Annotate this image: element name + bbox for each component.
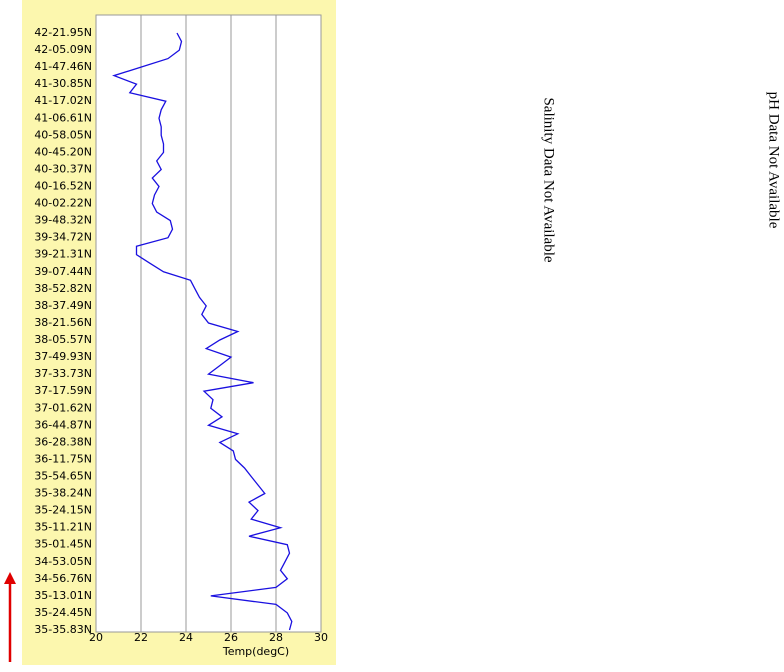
y-tick-label: 37-33.73N — [34, 367, 92, 380]
y-tick-label: 42-21.95N — [34, 26, 92, 39]
y-tick-label: 37-17.59N — [34, 384, 92, 397]
y-tick-label: 36-44.87N — [34, 418, 92, 431]
y-tick-label: 36-28.38N — [34, 435, 92, 448]
y-tick-label: 35-38.24N — [34, 487, 92, 500]
arrow-head — [4, 572, 16, 584]
y-tick-label: 41-47.46N — [34, 60, 92, 73]
x-tick-label: 26 — [224, 631, 238, 644]
x-tick-label: 30 — [314, 631, 328, 644]
ph-note: pH Data Not Available — [766, 92, 782, 229]
y-tick-label: 40-45.20N — [34, 145, 92, 158]
y-tick-label: 37-01.62N — [34, 401, 92, 414]
x-axis-label: Temp(degC) — [222, 645, 289, 658]
y-tick-label: 36-11.75N — [34, 452, 92, 465]
y-tick-label: 34-56.76N — [34, 572, 92, 585]
x-tick-label: 22 — [134, 631, 148, 644]
y-tick-label: 37-49.93N — [34, 350, 92, 363]
y-tick-label: 38-37.49N — [34, 299, 92, 312]
y-tick-label: 42-05.09N — [34, 43, 92, 56]
y-tick-label: 41-30.85N — [34, 77, 92, 90]
y-tick-label: 40-58.05N — [34, 128, 92, 141]
y-tick-label: 35-11.21N — [34, 521, 92, 534]
x-tick-label: 24 — [179, 631, 193, 644]
y-tick-label: 38-52.82N — [34, 282, 92, 295]
y-tick-label: 41-06.61N — [34, 111, 92, 124]
x-tick-label: 20 — [89, 631, 103, 644]
y-tick-label: 35-01.45N — [34, 538, 92, 551]
y-tick-label: 41-17.02N — [34, 94, 92, 107]
salinity-note: Salinity Data Not Available — [541, 97, 557, 262]
y-tick-label: 40-16.52N — [34, 180, 92, 193]
y-tick-label: 40-02.22N — [34, 197, 92, 210]
y-tick-label: 35-54.65N — [34, 469, 92, 482]
y-tick-label: 35-24.45N — [34, 606, 92, 619]
temperature-line — [112, 32, 293, 631]
x-tick-label: 28 — [269, 631, 283, 644]
y-tick-label: 39-21.31N — [34, 248, 92, 261]
y-tick-label: 39-34.72N — [34, 231, 92, 244]
y-tick-label: 35-35.83N — [34, 623, 92, 636]
y-tick-label: 34-53.05N — [34, 555, 92, 568]
y-tick-label: 38-05.57N — [34, 333, 92, 346]
y-tick-label: 39-07.44N — [34, 265, 92, 278]
y-tick-label: 35-13.01N — [34, 589, 92, 602]
y-tick-label: 39-48.32N — [34, 214, 92, 227]
y-tick-label: 40-30.37N — [34, 162, 92, 175]
y-tick-label: 35-24.15N — [34, 504, 92, 517]
y-tick-label: 38-21.56N — [34, 316, 92, 329]
